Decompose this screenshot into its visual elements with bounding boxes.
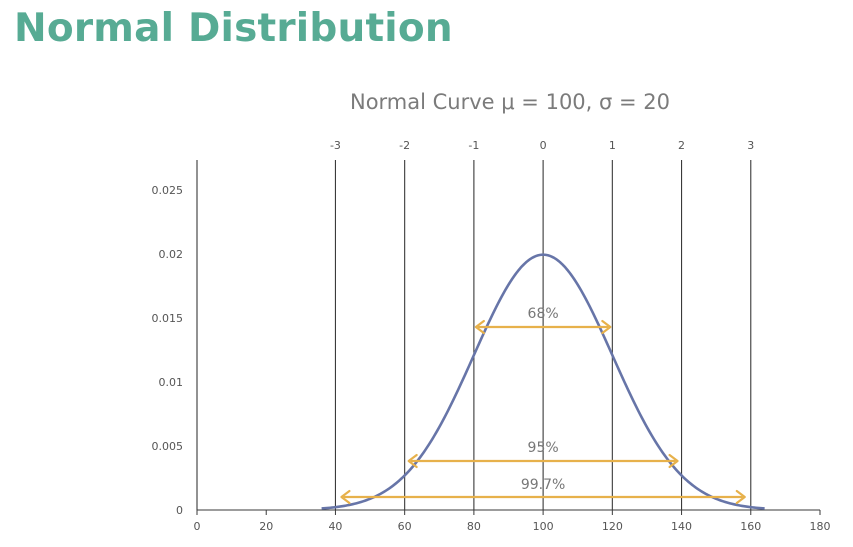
x-tick-label: 20 [259,520,273,533]
arrow-head-left [474,319,485,335]
interval-arrow: 68% [474,306,612,335]
interval-arrow: 99.7% [340,477,746,505]
normal-curve-line [321,253,765,510]
interval-arrows: 68% 95% 99.7% [340,306,746,505]
sigma-tick-label: 3 [747,139,754,152]
sigma-tick-label: 0 [540,139,547,152]
arrow-head-left [407,453,418,469]
axes: 0 20 40 60 80 100 120 140 160 180 0 0.005 0.01 0.015 0… [152,160,831,533]
arrow-head-right [735,489,746,505]
x-tick-label: 100 [533,520,554,533]
y-tick-label: 0.015 [152,312,184,325]
interval-label: 68% [528,306,559,322]
sigma-tick-label: 2 [678,139,685,152]
x-tick-label: 160 [740,520,761,533]
x-tick-label: 0 [194,520,201,533]
sigma-tick-label: -2 [399,139,410,152]
y-tick-label: 0.005 [152,440,184,453]
x-tick-label: 60 [398,520,412,533]
sigma-tick-label: -3 [330,139,341,152]
curve-layer [321,253,765,510]
sigma-tick-label: -1 [468,139,479,152]
arrow-head-right [668,453,679,469]
sigma-lines: -3 -2 -1 0 1 2 3 [330,139,754,510]
arrow-head-left [340,489,351,505]
x-tick-label: 120 [602,520,623,533]
y-tick-label: 0.01 [159,376,184,389]
x-tick-label: 80 [467,520,481,533]
arrow-head-right [601,319,612,335]
x-tick-label: 180 [810,520,831,533]
interval-label: 99.7% [521,477,565,493]
interval-label: 95% [528,440,559,456]
y-tick-label: 0.025 [152,184,184,197]
sigma-tick-label: 1 [609,139,616,152]
page-title: Normal Distribution [14,6,453,51]
y-tick-label: 0.02 [159,248,184,261]
interval-arrow: 95% [407,440,679,469]
chart-title: Normal Curve μ = 100, σ = 20 [350,90,670,114]
x-tick-label: 40 [328,520,342,533]
y-tick-label: 0 [176,504,183,517]
x-tick-label: 140 [671,520,692,533]
